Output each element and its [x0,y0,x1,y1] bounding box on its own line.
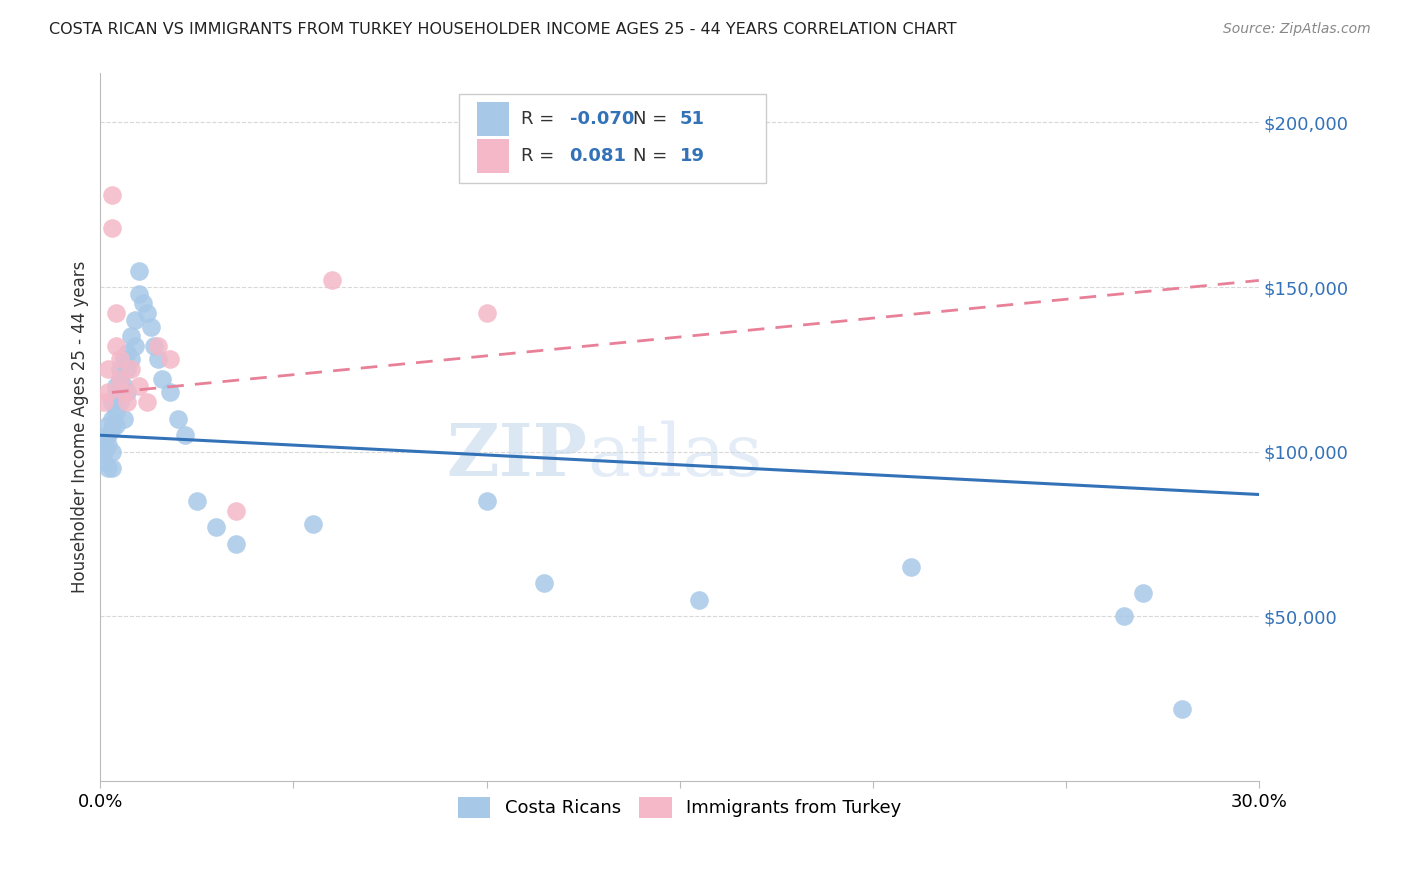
Point [128,263,150,277]
Point [321,273,343,287]
Point [104,405,127,419]
Point [475,494,498,508]
Point [143,339,166,353]
Point [97,362,120,376]
Text: atlas: atlas [586,420,762,491]
Point [117,385,139,400]
Point [101,461,124,475]
Point [150,372,173,386]
Point [301,517,323,532]
Point [900,560,922,574]
Point [104,379,127,393]
Text: N =: N = [633,110,673,128]
Point [104,339,127,353]
Point [101,395,124,409]
Text: ZIP: ZIP [446,420,586,491]
Point [205,520,228,534]
Point [1112,609,1135,624]
Point [132,296,155,310]
Text: R =: R = [520,147,554,165]
Point [117,395,139,409]
Point [93,454,115,468]
Point [166,411,188,425]
Point [97,438,120,452]
Text: N =: N = [633,147,673,165]
Text: Source: ZipAtlas.com: Source: ZipAtlas.com [1223,22,1371,37]
Point [120,362,142,376]
Point [112,411,135,425]
Point [128,286,150,301]
Bar [477,102,509,136]
Point [108,362,131,376]
Point [1170,701,1192,715]
Point [108,372,131,386]
Point [1132,586,1154,600]
Point [225,537,247,551]
Point [93,444,115,458]
Point [97,428,120,442]
Point [135,395,157,409]
Point [159,352,181,367]
Point [104,418,127,433]
Point [120,329,142,343]
Point [475,306,498,320]
Point [117,346,139,360]
Point [112,352,135,367]
Point [93,434,115,449]
Point [101,411,124,425]
Text: -0.070: -0.070 [569,110,634,128]
Point [97,461,120,475]
Point [128,379,150,393]
Point [108,372,131,386]
Legend: Costa Ricans, Immigrants from Turkey: Costa Ricans, Immigrants from Turkey [451,789,908,825]
Text: 19: 19 [679,147,704,165]
Bar [477,139,509,173]
Point [101,444,124,458]
Point [117,362,139,376]
Text: 0.081: 0.081 [569,147,627,165]
Point [108,352,131,367]
Point [225,504,247,518]
Point [148,352,170,367]
Point [112,379,135,393]
Point [108,395,131,409]
Point [93,395,115,409]
Point [112,385,135,400]
Point [533,576,555,591]
Text: COSTA RICAN VS IMMIGRANTS FROM TURKEY HOUSEHOLDER INCOME AGES 25 - 44 YEARS CORR: COSTA RICAN VS IMMIGRANTS FROM TURKEY HO… [49,22,957,37]
Point [101,187,124,202]
Point [101,220,124,235]
Point [104,306,127,320]
Point [148,339,170,353]
Point [97,385,120,400]
Text: R =: R = [520,110,560,128]
Point [120,352,142,367]
Text: 51: 51 [679,110,704,128]
Point [688,593,710,607]
Y-axis label: Householder Income Ages 25 - 44 years: Householder Income Ages 25 - 44 years [72,260,89,593]
Point [159,385,181,400]
Point [124,313,146,327]
Point [139,319,162,334]
Point [186,494,208,508]
Point [104,385,127,400]
Point [174,428,197,442]
Point [101,422,124,436]
Point [124,339,146,353]
Point [135,306,157,320]
FancyBboxPatch shape [460,95,766,183]
Point [97,418,120,433]
